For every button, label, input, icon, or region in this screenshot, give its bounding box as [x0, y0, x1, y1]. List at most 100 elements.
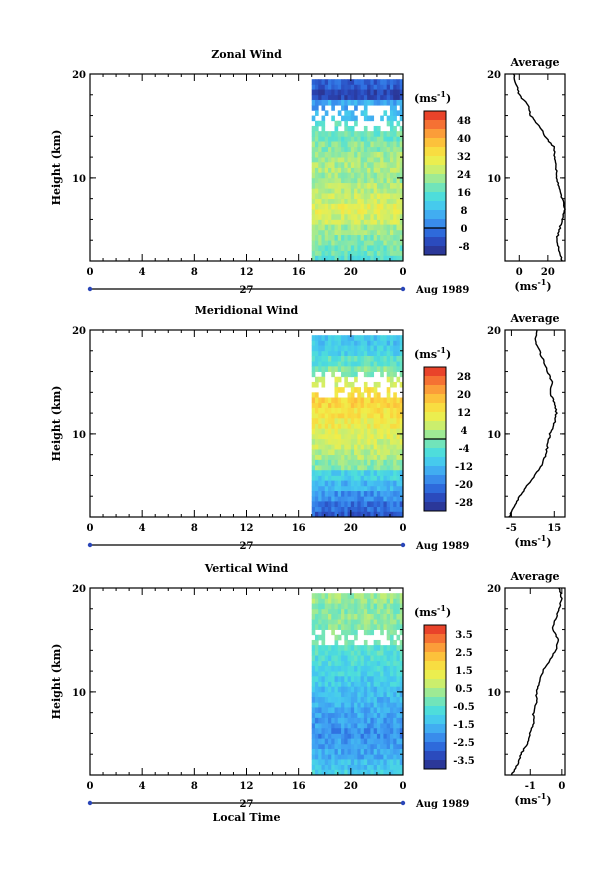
heatmap-cell	[347, 193, 352, 200]
heatmap-cell	[396, 345, 401, 352]
heatmap-cell	[389, 84, 394, 90]
heatmap-cell	[396, 99, 401, 106]
heatmap-cell	[318, 465, 322, 471]
heatmap-cell	[311, 167, 316, 174]
heatmap-cell	[380, 371, 384, 378]
heatmap-cell	[347, 501, 352, 508]
heatmap-cell	[363, 671, 368, 677]
heatmap-cell	[386, 769, 391, 776]
heatmap-cell	[389, 759, 394, 766]
heatmap-cell	[383, 660, 388, 667]
heatmap-cell	[373, 712, 378, 719]
heatmap-cell	[380, 345, 384, 352]
heatmap-cell	[389, 454, 394, 461]
heatmap-cell	[380, 645, 384, 651]
heatmap-cell	[367, 151, 371, 158]
heatmap-cell	[314, 219, 319, 226]
heatmap-cell	[311, 738, 316, 745]
heatmap-cell	[341, 255, 345, 262]
heatmap-cell	[331, 99, 335, 106]
heatmap-cell	[383, 240, 388, 246]
heatmap-cell	[318, 120, 322, 127]
heatmap-cell	[337, 94, 342, 101]
heatmap-cell	[350, 645, 355, 651]
heatmap-cell	[399, 94, 404, 101]
heatmap-cell	[354, 167, 358, 174]
heatmap-cell	[354, 84, 358, 90]
heatmap-cell	[386, 89, 391, 96]
heatmap-cell	[334, 645, 339, 651]
heatmap-cell	[393, 94, 397, 101]
heatmap-cell	[314, 613, 319, 620]
heatmap-cell	[318, 240, 322, 246]
heatmap-cell	[393, 402, 397, 409]
heatmap-cell	[314, 167, 319, 174]
heatmap-cell	[380, 340, 384, 346]
heatmap-cell	[360, 183, 365, 189]
date-line-end	[87, 286, 93, 292]
heatmap-cell	[370, 203, 375, 210]
average-y-tick-label: 10	[487, 174, 501, 185]
heatmap-cell	[389, 660, 394, 667]
heatmap-cell	[363, 115, 368, 122]
heatmap-cell	[367, 371, 371, 378]
heatmap-cell	[386, 598, 391, 604]
heatmap-cell	[324, 671, 329, 677]
heatmap-cell	[350, 459, 355, 466]
heatmap-cell	[341, 655, 345, 662]
heatmap-cell	[354, 240, 358, 246]
heatmap-cell	[328, 764, 332, 771]
heatmap-cell	[389, 345, 394, 352]
heatmap-cell	[360, 235, 365, 241]
heatmap-cell	[396, 397, 401, 404]
heatmap-cell	[347, 613, 352, 620]
heatmap-cell	[386, 676, 391, 682]
heatmap-cell	[370, 465, 375, 471]
heatmap-cell	[318, 255, 322, 262]
heatmap-cell	[344, 162, 348, 168]
heatmap-cell	[399, 439, 404, 445]
heatmap-cell	[321, 433, 326, 440]
heatmap-cell	[396, 650, 401, 656]
heatmap-cell	[363, 712, 368, 719]
heatmap-cell	[354, 376, 358, 383]
heatmap-cell	[373, 671, 378, 677]
heatmap-cell	[399, 423, 404, 430]
heatmap-cell	[380, 717, 384, 724]
heatmap-cell	[386, 355, 391, 362]
heatmap-cell	[324, 340, 329, 346]
heatmap-cell	[367, 423, 371, 430]
heatmap-cell	[370, 141, 375, 148]
heatmap-cell	[373, 655, 378, 662]
heatmap-cell	[334, 598, 339, 604]
heatmap-cell	[380, 84, 384, 90]
heatmap-cell	[341, 136, 345, 142]
heatmap-cell	[344, 255, 348, 262]
heatmap-cell	[331, 355, 335, 362]
heatmap-cell	[389, 219, 394, 226]
heatmap-cell	[393, 350, 397, 357]
heatmap-cell	[389, 485, 394, 492]
heatmap-cell	[321, 728, 326, 734]
heatmap-cell	[321, 350, 326, 357]
heatmap-cell	[370, 397, 375, 404]
heatmap-cell	[380, 681, 384, 688]
heatmap-cell	[341, 439, 345, 445]
heatmap-cell	[399, 151, 404, 158]
heatmap-cell	[393, 366, 397, 372]
heatmap-cell	[367, 702, 371, 708]
heatmap-cell	[328, 146, 332, 153]
heatmap-cell	[399, 485, 404, 492]
heatmap-cell	[370, 624, 375, 630]
heatmap-cell	[360, 613, 365, 620]
x-tick-label: 0	[400, 781, 407, 792]
heatmap-cell	[357, 188, 362, 194]
heatmap-cell	[389, 115, 394, 122]
heatmap-cell	[318, 485, 322, 492]
heatmap-cell	[380, 613, 384, 620]
heatmap-cell	[334, 433, 339, 440]
heatmap-cell	[350, 444, 355, 450]
heatmap-cell	[331, 146, 335, 153]
heatmap-cell	[321, 235, 326, 241]
heatmap-cell	[354, 444, 358, 450]
